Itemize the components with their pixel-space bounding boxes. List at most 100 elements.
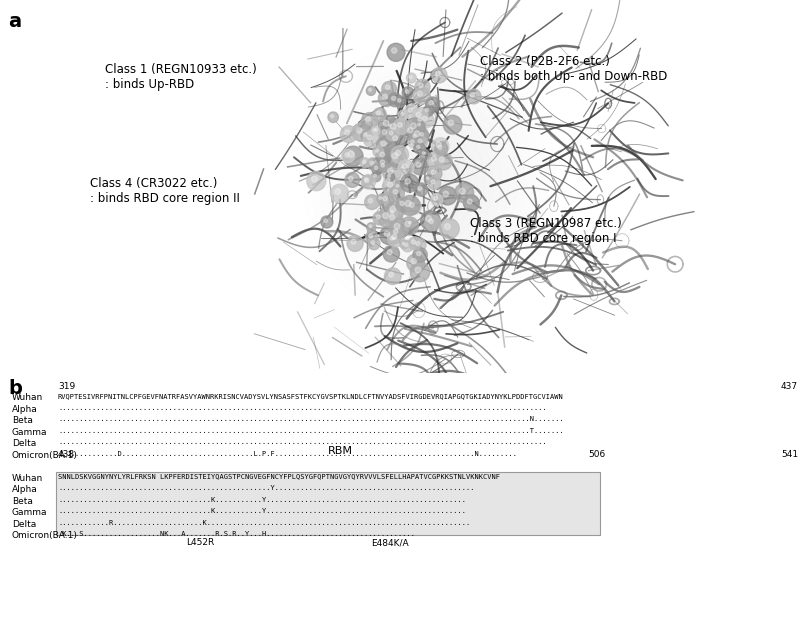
Circle shape	[389, 124, 391, 127]
Circle shape	[386, 85, 390, 90]
Circle shape	[384, 175, 395, 187]
Circle shape	[378, 208, 398, 228]
Circle shape	[413, 248, 427, 262]
Circle shape	[345, 153, 349, 157]
Circle shape	[416, 162, 421, 167]
Circle shape	[435, 152, 452, 170]
Circle shape	[427, 152, 444, 169]
Circle shape	[459, 188, 465, 194]
Circle shape	[416, 241, 420, 246]
Circle shape	[394, 230, 398, 234]
Circle shape	[362, 160, 366, 164]
Circle shape	[381, 141, 386, 146]
Circle shape	[426, 108, 429, 111]
Circle shape	[345, 130, 350, 135]
Text: RBM: RBM	[327, 447, 353, 457]
Circle shape	[363, 131, 379, 147]
Circle shape	[410, 131, 422, 143]
Circle shape	[392, 153, 398, 159]
Text: Gamma: Gamma	[12, 508, 47, 517]
Circle shape	[467, 199, 472, 204]
Circle shape	[408, 108, 412, 113]
Circle shape	[345, 172, 359, 187]
Circle shape	[382, 94, 387, 99]
Circle shape	[411, 158, 429, 175]
Circle shape	[382, 213, 389, 219]
Text: a: a	[8, 12, 21, 31]
Circle shape	[385, 268, 401, 285]
Circle shape	[386, 128, 399, 141]
Circle shape	[443, 191, 449, 197]
Bar	[56, 471, 600, 535]
Circle shape	[428, 177, 441, 190]
Circle shape	[357, 128, 362, 133]
Text: ................................................................................: ........................................…	[58, 439, 546, 445]
Circle shape	[431, 170, 435, 174]
Circle shape	[435, 72, 440, 76]
Circle shape	[400, 195, 420, 215]
Circle shape	[328, 112, 338, 123]
Circle shape	[408, 128, 413, 133]
Circle shape	[349, 176, 353, 181]
Circle shape	[369, 234, 373, 238]
Circle shape	[390, 131, 394, 135]
Circle shape	[426, 97, 440, 111]
Circle shape	[426, 177, 429, 180]
Circle shape	[387, 148, 406, 167]
Text: ....................................K...........Y...............................: ....................................K...…	[58, 508, 466, 514]
Circle shape	[381, 164, 384, 167]
Circle shape	[341, 126, 357, 142]
Circle shape	[307, 172, 326, 191]
Circle shape	[311, 176, 318, 182]
Circle shape	[413, 134, 416, 137]
Circle shape	[392, 234, 397, 239]
Circle shape	[448, 120, 454, 126]
Text: ............R.....................K.............................................: ............R.....................K.....…	[58, 519, 470, 526]
Circle shape	[372, 164, 382, 174]
Circle shape	[368, 238, 380, 250]
Circle shape	[405, 90, 409, 93]
Circle shape	[398, 123, 402, 128]
Circle shape	[454, 183, 474, 203]
Circle shape	[400, 240, 409, 249]
Text: Beta: Beta	[12, 496, 33, 506]
Circle shape	[394, 119, 410, 134]
Circle shape	[390, 237, 394, 240]
Circle shape	[391, 48, 397, 53]
Circle shape	[432, 137, 449, 155]
Circle shape	[382, 81, 396, 96]
Circle shape	[434, 142, 448, 155]
Circle shape	[418, 91, 422, 96]
Circle shape	[414, 131, 420, 137]
Circle shape	[393, 136, 398, 141]
Circle shape	[367, 158, 379, 170]
Text: Alpha: Alpha	[12, 485, 38, 494]
Circle shape	[411, 259, 417, 264]
Circle shape	[415, 114, 427, 127]
Circle shape	[396, 197, 411, 213]
Circle shape	[417, 146, 420, 149]
Circle shape	[438, 146, 442, 149]
Circle shape	[379, 193, 394, 208]
Circle shape	[402, 240, 414, 252]
Circle shape	[347, 235, 363, 251]
Text: 438: 438	[58, 450, 75, 460]
Text: Delta: Delta	[12, 519, 36, 529]
Circle shape	[390, 234, 399, 243]
Circle shape	[398, 160, 414, 176]
Text: ..............D...............................L.P.F.............................: ..............D.........................…	[58, 451, 517, 457]
Circle shape	[387, 230, 404, 247]
Circle shape	[406, 198, 422, 215]
Circle shape	[321, 216, 333, 228]
Circle shape	[429, 101, 434, 104]
Circle shape	[367, 135, 372, 140]
Circle shape	[390, 186, 404, 201]
Circle shape	[401, 174, 418, 192]
Circle shape	[408, 137, 419, 148]
Circle shape	[387, 249, 392, 254]
Text: SNNLDSKVGGNYNYLYRLFRKSN LKPFERDISTEIYQAGSTPCNGVEGFNCYFPLQSYGFQPTNGVGYQYRVVVLSFEL: SNNLDSKVGGNYNYLYRLFRKSN LKPFERDISTEIYQAG…	[58, 473, 500, 480]
Circle shape	[382, 129, 386, 134]
Circle shape	[436, 142, 442, 147]
Circle shape	[406, 219, 415, 228]
Text: 319: 319	[58, 383, 75, 391]
